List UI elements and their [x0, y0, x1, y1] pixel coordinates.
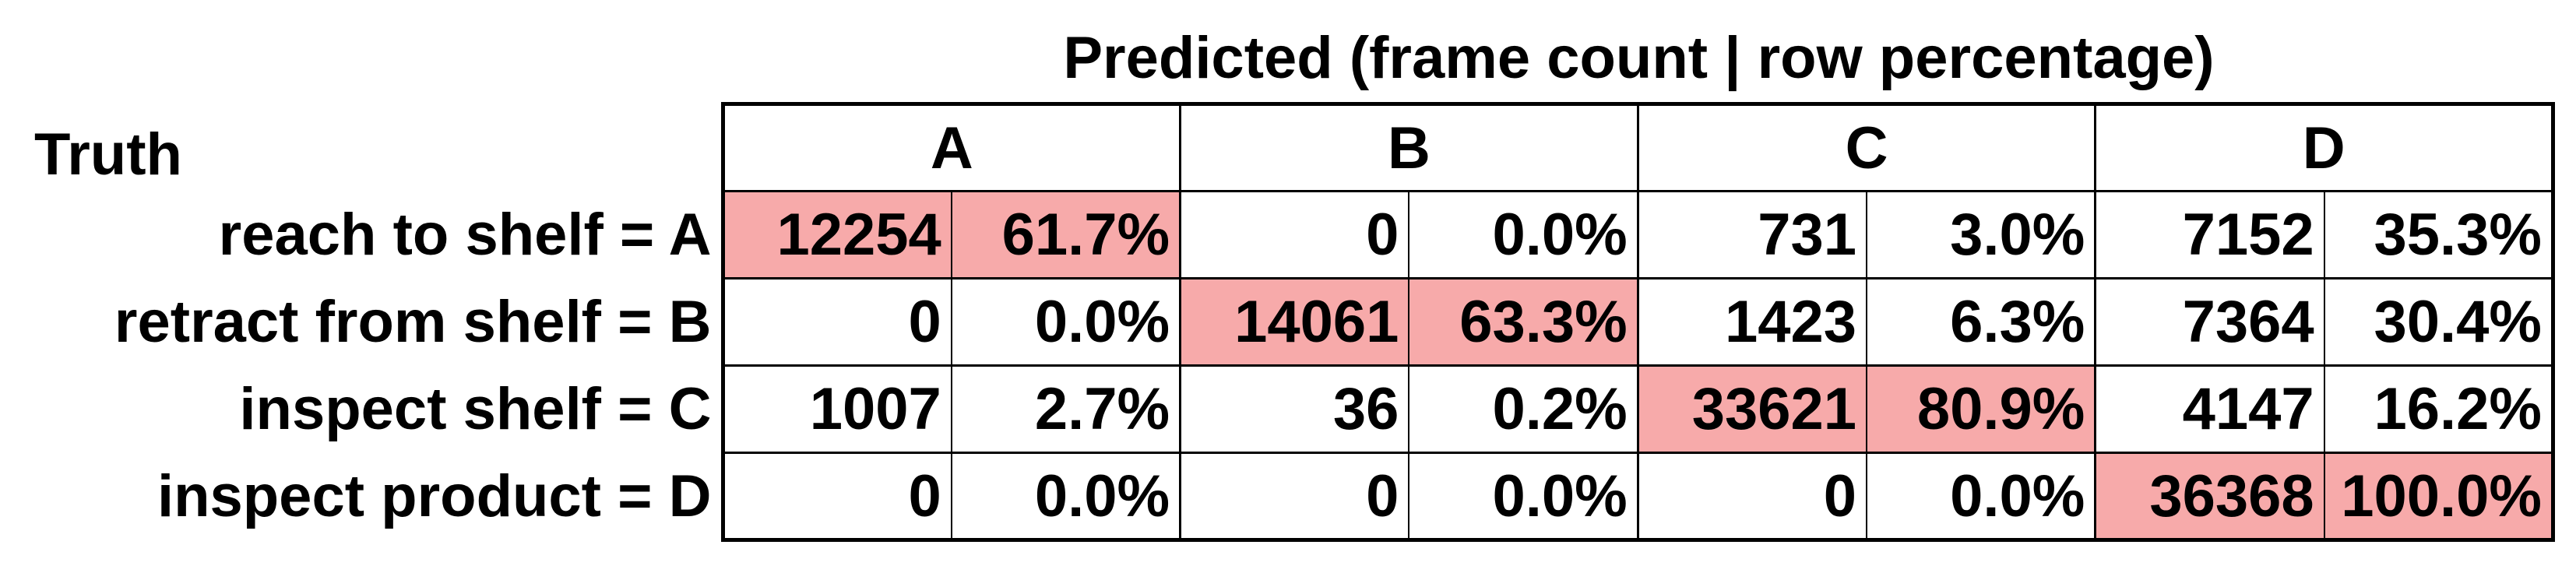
percent-cell: 0.2%	[1409, 364, 1639, 453]
data-row: retract from shelf = B 0 0.0% 14061 63.3% 142…	[0, 277, 2555, 366]
count-cell: 36368	[2095, 452, 2325, 542]
truth-label: Truth	[0, 104, 725, 192]
row-label: inspect product = D	[0, 452, 725, 540]
count-cell: 4147	[2095, 364, 2325, 453]
data-row: inspect shelf = C 1007 2.7% 36 0.2% 33621 80.9…	[0, 364, 2555, 453]
percent-cell: 6.3%	[1867, 277, 2097, 366]
percent-cell: 0.0%	[1867, 452, 2097, 542]
percent-cell: 63.3%	[1409, 277, 1639, 366]
percent-cell: 35.3%	[2324, 190, 2555, 279]
count-cell: 7152	[2095, 190, 2325, 279]
column-header: C	[1638, 102, 2097, 192]
count-cell: 1423	[1638, 277, 1868, 366]
count-cell: 12254	[723, 190, 952, 279]
count-cell: 33621	[1638, 364, 1868, 453]
data-row: reach to shelf = A 12254 61.7% 0 0.0% 731 3.0%…	[0, 190, 2555, 279]
percent-cell: 30.4%	[2324, 277, 2555, 366]
percent-cell: 80.9%	[1867, 364, 2097, 453]
count-cell: 731	[1638, 190, 1868, 279]
count-cell: 14061	[1180, 277, 1410, 366]
column-header: B	[1180, 102, 1639, 192]
percent-cell: 0.0%	[1409, 190, 1639, 279]
percent-cell: 100.0%	[2324, 452, 2555, 542]
count-cell: 0	[1180, 452, 1410, 542]
count-cell: 0	[1180, 190, 1410, 279]
count-cell: 0	[723, 277, 952, 366]
row-label: inspect shelf = C	[0, 365, 725, 453]
data-row: inspect product = D 0 0.0% 0 0.0% 0 0.0% 36368 1…	[0, 452, 2555, 542]
header-row: Truth A B C D	[0, 102, 2555, 192]
percent-cell: 0.0%	[951, 452, 1182, 542]
count-cell: 1007	[723, 364, 952, 453]
count-cell: 7364	[2095, 277, 2325, 366]
count-cell: 36	[1180, 364, 1410, 453]
percent-cell: 3.0%	[1867, 190, 2097, 279]
count-cell: 0	[723, 452, 952, 542]
column-header: A	[723, 102, 1182, 192]
column-header: D	[2095, 102, 2555, 192]
percent-cell: 61.7%	[951, 190, 1182, 279]
row-label: reach to shelf = A	[0, 191, 725, 279]
percent-cell: 0.0%	[951, 277, 1182, 366]
table-title: Predicted (frame count | row percentage)	[1063, 25, 2215, 91]
count-cell: 0	[1638, 452, 1868, 542]
percent-cell: 0.0%	[1409, 452, 1639, 542]
percent-cell: 16.2%	[2324, 364, 2555, 453]
row-label: retract from shelf = B	[0, 278, 725, 366]
percent-cell: 2.7%	[951, 364, 1182, 453]
